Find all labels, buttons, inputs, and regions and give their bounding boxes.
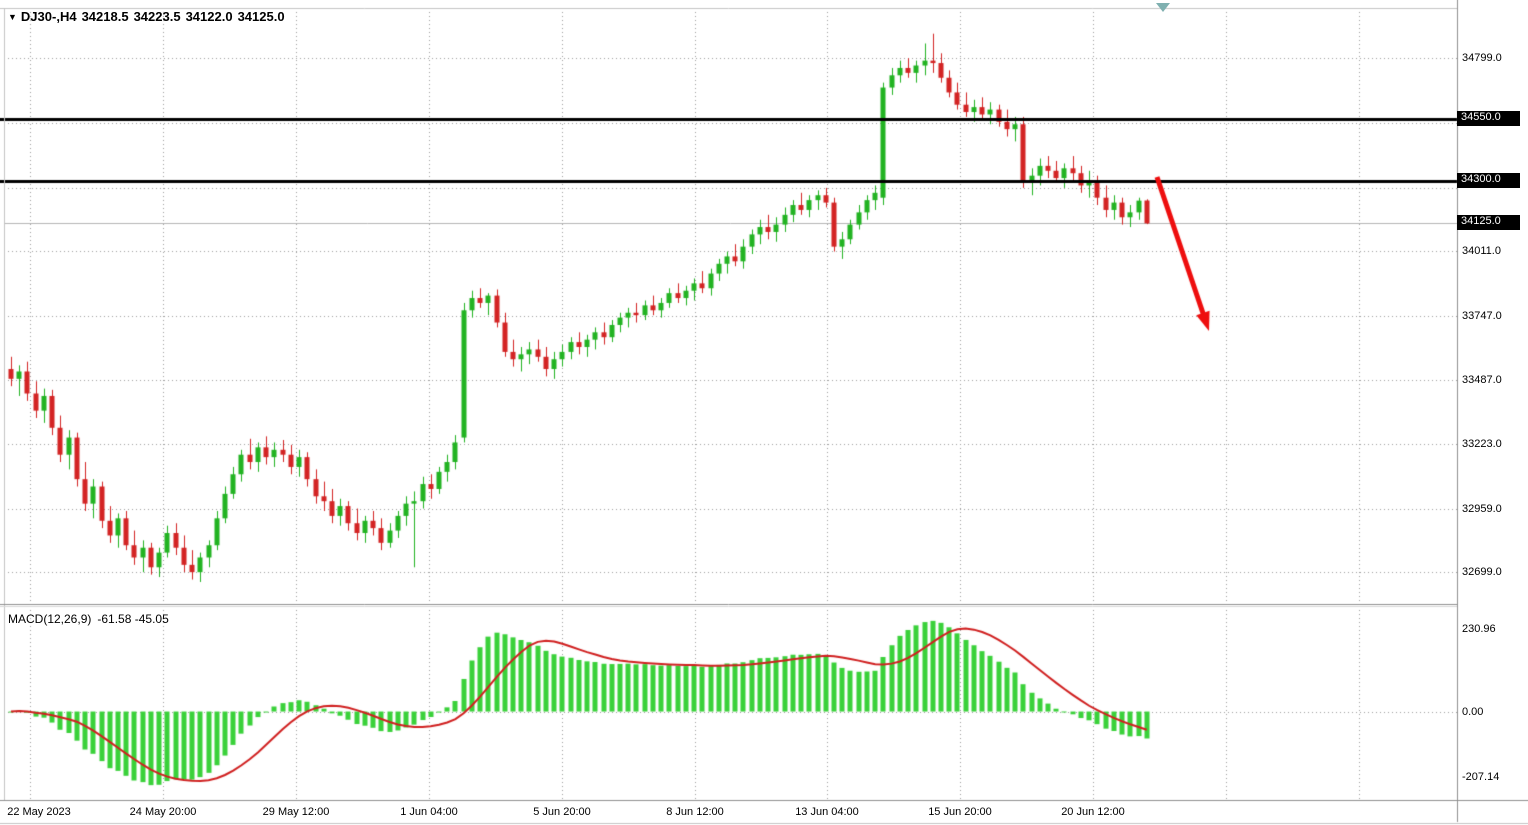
x-axis-label: 20 Jun 12:00 xyxy=(1061,806,1125,818)
macd-indicator-label: MACD(12,26,9) -61.58 -45.05 xyxy=(8,612,175,626)
y-axis-label: 33223.0 xyxy=(1462,438,1502,450)
x-axis-label: 5 Jun 20:00 xyxy=(533,806,591,818)
macd-scale-label: 230.96 xyxy=(1462,623,1496,635)
y-axis-label: 33747.0 xyxy=(1462,310,1502,322)
y-axis-label: 34799.0 xyxy=(1462,52,1502,64)
quote-line: ▼ DJ30-,H4 34218.5 34223.5 34122.0 34125.0 xyxy=(8,9,290,24)
quote-close: 34125.0 xyxy=(237,9,285,24)
y-axis-label: 33487.0 xyxy=(1462,374,1502,386)
x-axis-label: 15 Jun 20:00 xyxy=(928,806,992,818)
quote-low: 34122.0 xyxy=(185,9,233,24)
x-axis-label: 8 Jun 12:00 xyxy=(666,806,724,818)
macd-scale-label: -207.14 xyxy=(1462,771,1500,783)
chart-shift-marker-icon xyxy=(1156,3,1170,12)
price-level-badge: 34300.0 xyxy=(1457,173,1520,188)
y-axis-label: 32699.0 xyxy=(1462,566,1502,578)
x-axis-label: 1 Jun 04:00 xyxy=(400,806,458,818)
symbol-period: DJ30-,H4 xyxy=(20,9,77,24)
x-axis-label: 22 May 2023 xyxy=(7,806,71,818)
quote-open: 34218.5 xyxy=(81,9,129,24)
quote-high: 34223.5 xyxy=(133,9,181,24)
macd-name: MACD(12,26,9) xyxy=(8,612,92,626)
y-axis-label: 34011.0 xyxy=(1462,245,1501,257)
x-axis-label: 29 May 12:00 xyxy=(262,806,330,818)
macd-scale-label: 0.00 xyxy=(1462,706,1484,718)
x-axis-label: 13 Jun 04:00 xyxy=(795,806,859,818)
price-level-badge: 34550.0 xyxy=(1457,111,1520,126)
current-price-badge: 34125.0 xyxy=(1457,215,1520,230)
y-axis-label: 32959.0 xyxy=(1462,503,1502,515)
x-axis-label: 24 May 20:00 xyxy=(129,806,197,818)
macd-values: -61.58 -45.05 xyxy=(97,612,169,626)
symbol-dropdown-icon[interactable]: ▼ xyxy=(8,12,17,22)
